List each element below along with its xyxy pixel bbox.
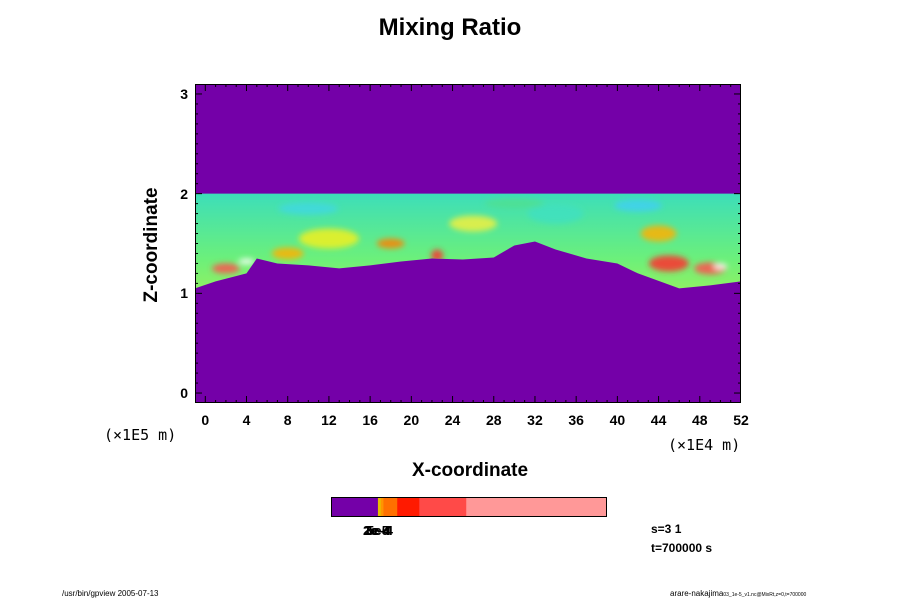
footer-left: /usr/bin/gpview 2005-07-13 [62, 589, 159, 598]
y-tick-label: 0 [180, 385, 188, 402]
texture-blob [211, 263, 240, 274]
x-tick-label: 20 [403, 412, 420, 428]
x-tick-label: 4 [242, 412, 251, 428]
texture-blob [376, 238, 405, 249]
colorbar-segment [419, 497, 467, 517]
s-label: s=3 1 [651, 522, 682, 536]
texture-blob [484, 198, 545, 209]
texture-blob [640, 225, 677, 242]
texture-blob [449, 215, 498, 232]
texture-blob [527, 203, 584, 224]
colorbar-label: 1e-4 [364, 523, 391, 538]
footer-right-main: arare-nakajima [670, 589, 724, 598]
time-label: t=700000 s [651, 541, 713, 555]
x-tick-label: 32 [527, 412, 543, 428]
x-tick-label: 48 [691, 412, 708, 428]
colorbar [331, 497, 607, 517]
footer-right: arare-nakajima03_1e-5_v1.nc@MixRt,z=0,t=… [670, 589, 806, 598]
x-tick-label: 24 [444, 412, 461, 428]
colorbar-segment [377, 497, 382, 517]
x-tick-label: 40 [609, 412, 626, 428]
texture-blob [238, 258, 255, 265]
x-tick-label: 52 [733, 412, 749, 428]
y-unit-label: (×1E5 m) [104, 426, 177, 444]
footer-right-small: 03_1e-5_v1.nc@MixRt,z=0,t=700000 [723, 592, 807, 598]
plot-area [195, 84, 741, 403]
y-axis-label: Z-coordinate [141, 187, 162, 303]
x-unit-label: (×1E4 m) [668, 436, 741, 454]
texture-blob [713, 263, 728, 270]
x-tick-label: 8 [283, 412, 292, 428]
y-tick-label: 1 [180, 285, 188, 302]
x-tick-label: 16 [362, 412, 378, 428]
colorbar-segment [331, 497, 379, 517]
colorbar-segment [466, 497, 607, 517]
texture-blob [278, 202, 339, 215]
plot-frame [195, 84, 741, 403]
texture-blob [431, 249, 444, 262]
texture-blob [613, 199, 662, 212]
x-tick-label: 28 [485, 412, 502, 428]
texture-blob [271, 247, 304, 260]
texture-blob [648, 255, 689, 272]
colorbar-segment [380, 497, 384, 517]
x-tick-label: 36 [568, 412, 584, 428]
x-tick-label: 44 [650, 412, 667, 428]
x-tick-label: 0 [201, 412, 210, 428]
colorbar-border [331, 497, 607, 517]
colorbar-segment [383, 497, 398, 517]
y-tick-label: 2 [180, 185, 188, 202]
x-axis-label: X-coordinate [411, 460, 529, 481]
x-tick-label: 12 [321, 412, 337, 428]
colorbar-label: 3e-4 [365, 523, 392, 538]
colorbar-label: 5e-4 [367, 523, 394, 538]
y-tick-label: 3 [180, 85, 188, 102]
texture-blob [298, 228, 359, 249]
colorbar-segment [397, 497, 420, 517]
colorbar-label: 2e-5 [363, 523, 390, 538]
chart-title: Mixing Ratio [378, 14, 522, 41]
